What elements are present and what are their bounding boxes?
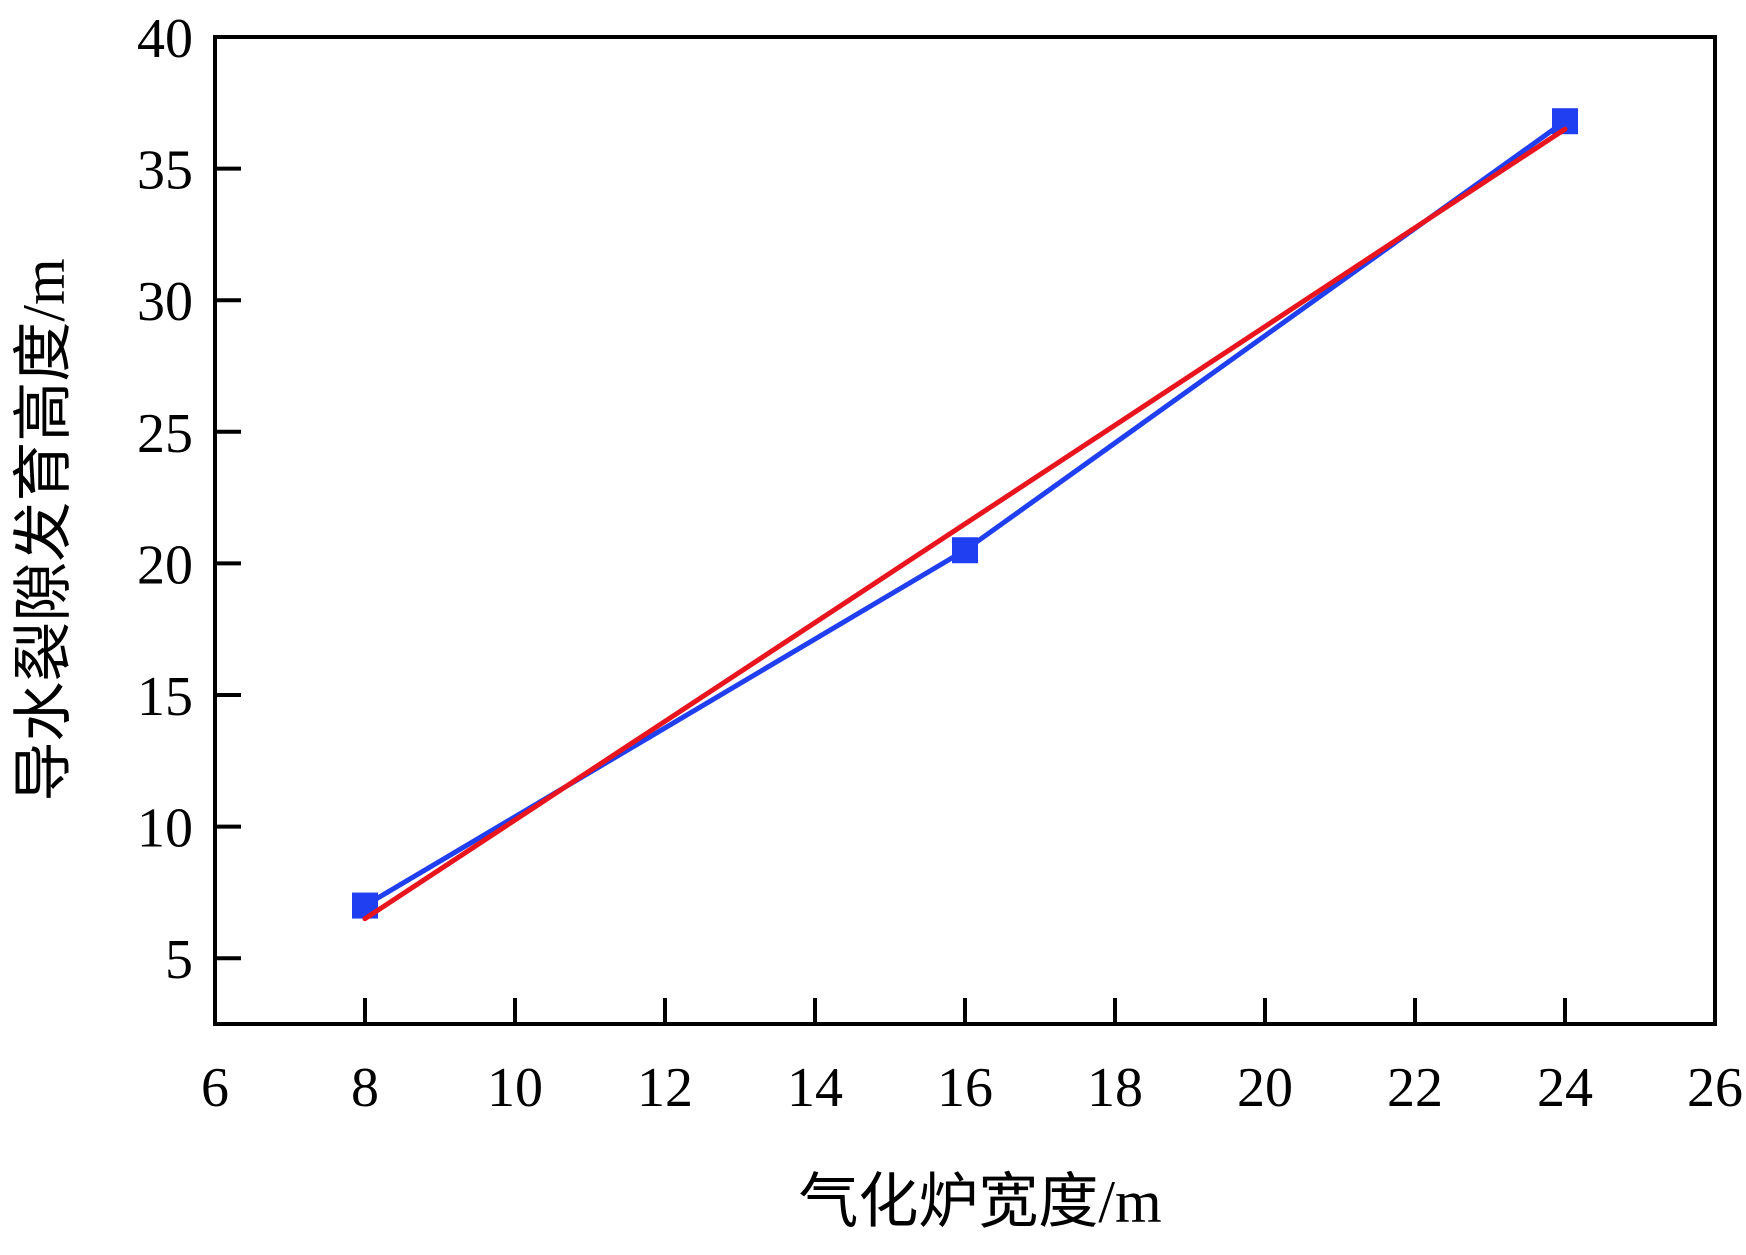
x-axis-title: 气化炉宽度/m bbox=[798, 1169, 1161, 1235]
x-tick-label: 12 bbox=[637, 1057, 693, 1119]
y-tick-label: 5 bbox=[165, 929, 193, 991]
x-tick-label: 22 bbox=[1387, 1057, 1443, 1119]
x-tick-label: 8 bbox=[351, 1057, 379, 1119]
x-tick-label: 20 bbox=[1237, 1057, 1293, 1119]
y-tick-label: 10 bbox=[137, 798, 193, 860]
y-axis-ticks: 5 10 15 20 25 30 35 40 bbox=[137, 8, 241, 991]
x-tick-label: 26 bbox=[1687, 1057, 1743, 1119]
y-tick-label: 40 bbox=[137, 8, 193, 70]
plot-area-frame bbox=[213, 35, 1717, 1026]
x-tick-label: 6 bbox=[201, 1057, 229, 1119]
x-tick-label: 24 bbox=[1537, 1057, 1593, 1119]
data-point-marker bbox=[952, 537, 978, 564]
y-tick-label: 15 bbox=[137, 666, 193, 728]
y-tick-label: 20 bbox=[137, 534, 193, 596]
x-tick-label: 16 bbox=[937, 1057, 993, 1119]
x-axis-ticks: 6 8 10 12 14 16 18 20 22 24 26 bbox=[201, 998, 1743, 1119]
y-axis-title: 导水裂隙发育高度/m bbox=[11, 258, 77, 801]
x-tick-label: 18 bbox=[1087, 1057, 1143, 1119]
y-tick-label: 30 bbox=[137, 271, 193, 333]
y-tick-label: 35 bbox=[137, 140, 193, 202]
x-tick-label: 10 bbox=[487, 1057, 543, 1119]
y-tick-label: 25 bbox=[137, 403, 193, 465]
series-layer bbox=[352, 108, 1578, 922]
x-tick-label: 14 bbox=[787, 1057, 843, 1119]
series-line-1 bbox=[362, 126, 1568, 922]
series-line-0 bbox=[362, 118, 1568, 909]
